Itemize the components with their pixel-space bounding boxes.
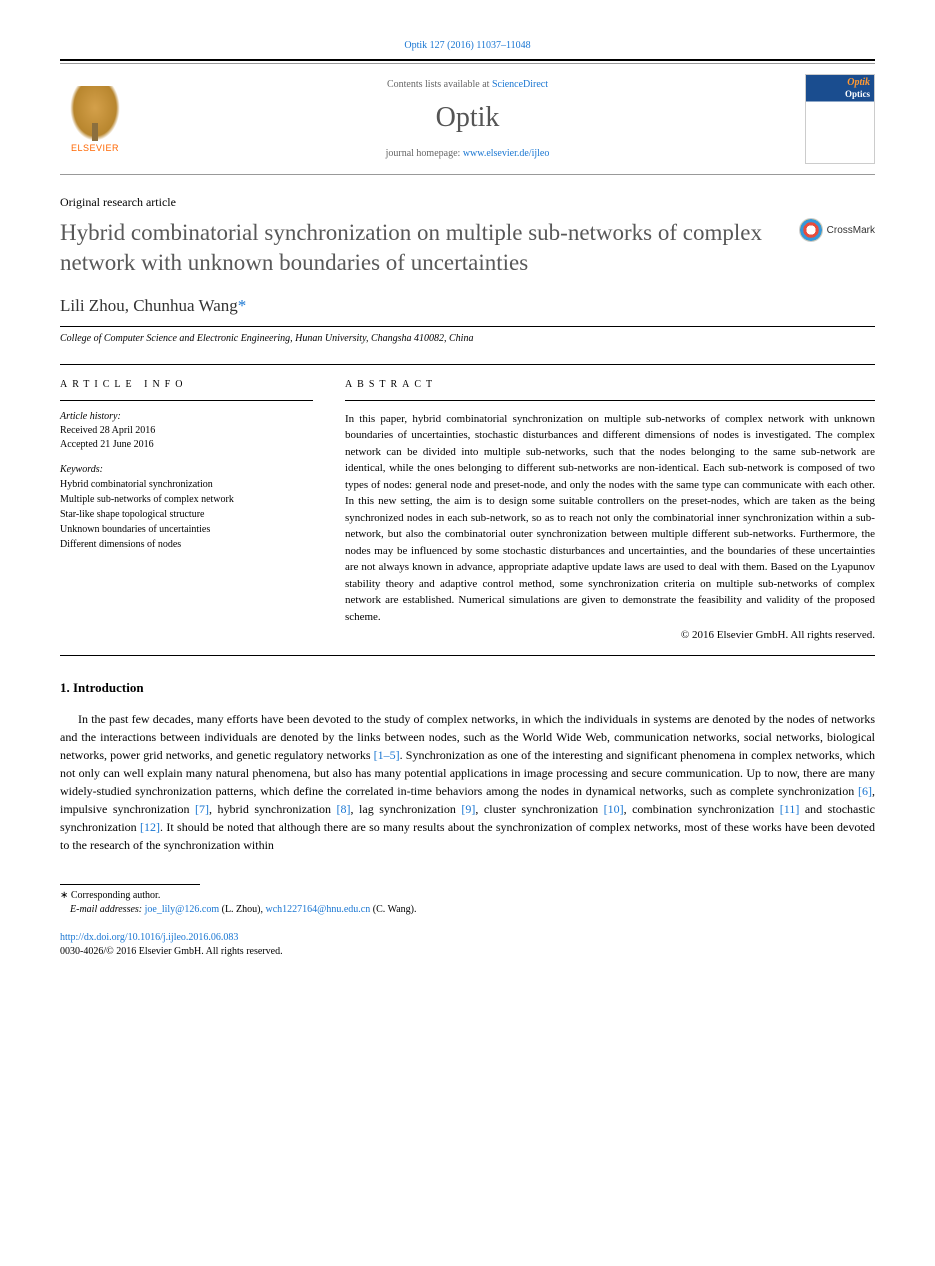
top-rule <box>60 59 875 61</box>
keyword-2: Multiple sub-networks of complex network <box>60 492 313 507</box>
crossmark-icon <box>799 218 823 242</box>
info-abstract-block: article info Article history: Received 2… <box>60 364 875 657</box>
keyword-1: Hybrid combinatorial synchronization <box>60 477 313 492</box>
elsevier-tree-icon <box>70 86 120 141</box>
crossmark-badge[interactable]: CrossMark <box>799 218 875 242</box>
journal-cover-thumbnail <box>805 74 875 164</box>
history-heading: Article history: <box>60 411 313 422</box>
ref-10-link[interactable]: [10] <box>604 802 624 816</box>
history-received: Received 28 April 2016 <box>60 424 313 438</box>
author-1: Lili Zhou <box>60 296 125 315</box>
journal-name: Optik <box>150 102 785 134</box>
sciencedirect-link[interactable]: ScienceDirect <box>492 79 548 90</box>
article-type: Original research article <box>60 195 875 210</box>
ref-9-link[interactable]: [9] <box>461 802 475 816</box>
crossmark-label: CrossMark <box>827 225 875 236</box>
intro-text-1i: . It should be noted that although there… <box>60 820 875 852</box>
ref-6-link[interactable]: [6] <box>858 784 872 798</box>
keywords-heading: Keywords: <box>60 464 313 475</box>
intro-text-1e: , lag synchronization <box>351 802 462 816</box>
ref-12-link[interactable]: [12] <box>140 820 160 834</box>
history-accepted: Accepted 21 June 2016 <box>60 438 313 452</box>
contents-prefix: Contents lists available at <box>387 79 492 90</box>
homepage-link[interactable]: www.elsevier.de/ijleo <box>463 148 550 159</box>
abstract-label: abstract <box>345 379 875 401</box>
article-title: Hybrid combinatorial synchronization on … <box>60 218 799 278</box>
journal-header: ELSEVIER Contents lists available at Sci… <box>60 63 875 175</box>
top-citation: Optik 127 (2016) 11037–11048 <box>60 40 875 51</box>
authors: Lili Zhou, Chunhua Wang* <box>60 296 875 316</box>
elsevier-text: ELSEVIER <box>71 143 119 153</box>
homepage-line: journal homepage: www.elsevier.de/ijleo <box>150 148 785 159</box>
footnote-block: ∗ Corresponding author. E-mail addresses… <box>60 889 875 917</box>
abstract-column: abstract In this paper, hybrid combinato… <box>329 365 875 656</box>
author-sep: , <box>125 296 134 315</box>
keyword-4: Unknown boundaries of uncertainties <box>60 522 313 537</box>
email-1-name: (L. Zhou), <box>219 904 265 915</box>
info-label: article info <box>60 379 313 401</box>
title-row: Hybrid combinatorial synchronization on … <box>60 218 875 278</box>
article-info-column: article info Article history: Received 2… <box>60 365 329 656</box>
homepage-prefix: journal homepage: <box>386 148 463 159</box>
email-1-link[interactable]: joe_lily@126.com <box>145 904 219 915</box>
ref-1-5-link[interactable]: [1–5] <box>374 748 400 762</box>
footnote-rule <box>60 884 200 885</box>
affiliation: College of Computer Science and Electron… <box>60 333 875 344</box>
ref-11-link[interactable]: [11] <box>780 802 800 816</box>
history-block: Article history: Received 28 April 2016 … <box>60 411 313 452</box>
author-2: Chunhua Wang <box>133 296 238 315</box>
email-label: E-mail addresses: <box>70 904 145 915</box>
keywords-list: Hybrid combinatorial synchronization Mul… <box>60 477 313 552</box>
email-2-link[interactable]: wch1227164@hnu.edu.cn <box>266 904 371 915</box>
intro-text-1g: , combination synchronization <box>624 802 780 816</box>
elsevier-logo: ELSEVIER <box>60 79 130 159</box>
keyword-3: Star-like shape topological structure <box>60 507 313 522</box>
intro-text-1d: , hybrid synchronization <box>209 802 337 816</box>
email-line: E-mail addresses: joe_lily@126.com (L. Z… <box>60 903 875 917</box>
contents-line: Contents lists available at ScienceDirec… <box>150 79 785 90</box>
doi-link[interactable]: http://dx.doi.org/10.1016/j.ijleo.2016.0… <box>60 932 238 943</box>
intro-text-1f: , cluster synchronization <box>475 802 603 816</box>
ref-8-link[interactable]: [8] <box>337 802 351 816</box>
email-2-name: (C. Wang). <box>370 904 416 915</box>
abstract-text: In this paper, hybrid combinatorial sync… <box>345 411 875 626</box>
header-center: Contents lists available at ScienceDirec… <box>130 79 805 159</box>
ref-7-link[interactable]: [7] <box>195 802 209 816</box>
corresponding-author-note: ∗ Corresponding author. <box>60 889 875 903</box>
copyright-line: © 2016 Elsevier GmbH. All rights reserve… <box>345 629 875 641</box>
author-rule <box>60 326 875 327</box>
corresponding-star: * <box>238 296 247 315</box>
doi-block: http://dx.doi.org/10.1016/j.ijleo.2016.0… <box>60 931 875 959</box>
keyword-5: Different dimensions of nodes <box>60 537 313 552</box>
intro-heading: 1. Introduction <box>60 680 875 696</box>
intro-paragraph: In the past few decades, many efforts ha… <box>60 710 875 854</box>
issn-line: 0030-4026/© 2016 Elsevier GmbH. All righ… <box>60 945 875 959</box>
keywords-block: Keywords: Hybrid combinatorial synchroni… <box>60 464 313 552</box>
